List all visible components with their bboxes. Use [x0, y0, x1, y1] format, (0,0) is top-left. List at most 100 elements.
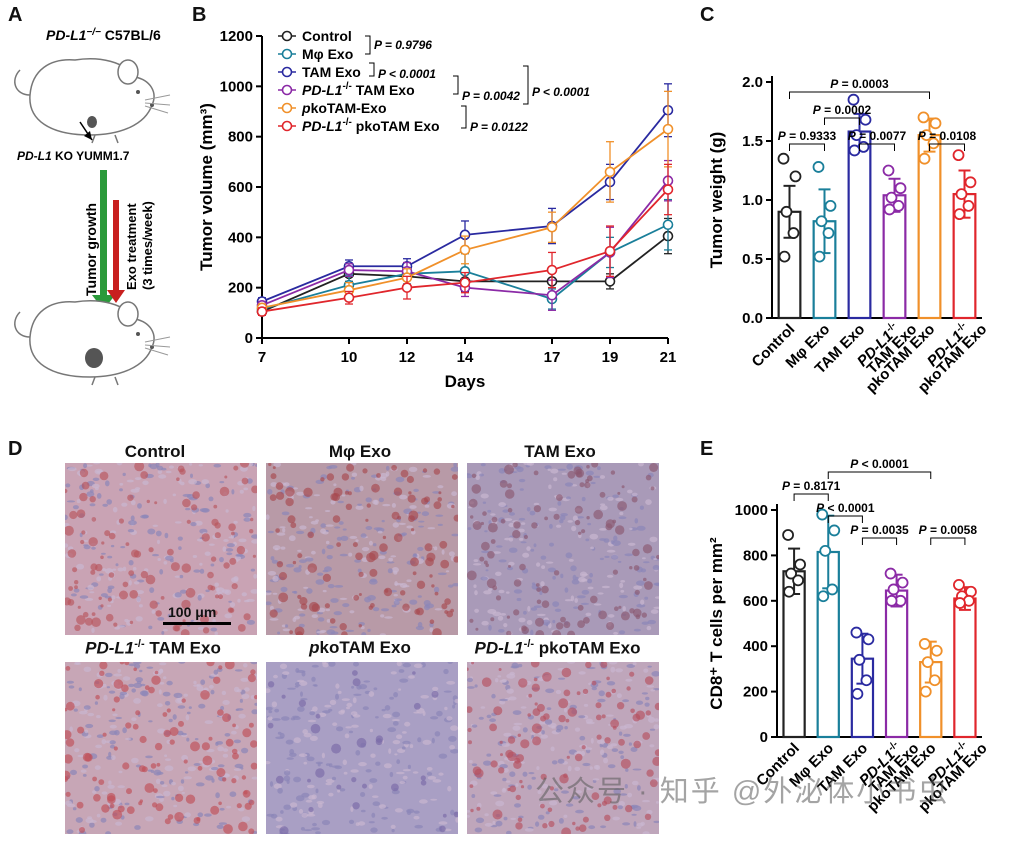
- nucleus: [293, 567, 302, 573]
- nucleus: [446, 716, 453, 721]
- stained-cell: [540, 803, 545, 809]
- stained-cell: [146, 499, 150, 504]
- nucleus: [622, 699, 630, 703]
- nucleus: [119, 482, 124, 486]
- nucleus: [309, 735, 318, 741]
- nucleus: [306, 756, 315, 762]
- nucleus: [414, 824, 423, 829]
- nucleus: [163, 629, 168, 632]
- data-point: [794, 558, 806, 571]
- stained-cell: [295, 631, 303, 635]
- nucleus: [598, 690, 605, 697]
- nucleus: [148, 625, 153, 630]
- nucleus: [653, 582, 659, 586]
- nucleus: [480, 706, 486, 709]
- nucleus: [210, 563, 215, 567]
- nucleus: [407, 764, 411, 769]
- stained-cell: [535, 583, 540, 587]
- stained-cell: [567, 707, 577, 717]
- nucleus: [94, 786, 100, 792]
- nucleus: [238, 713, 246, 719]
- stained-cell: [107, 795, 116, 804]
- nucleus: [365, 497, 372, 503]
- stained-cell: [649, 779, 658, 788]
- stained-cell: [278, 572, 288, 581]
- nucleus: [163, 790, 171, 797]
- nucleus: [297, 706, 305, 712]
- nucleus: [622, 822, 631, 826]
- nucleus: [325, 540, 330, 545]
- stained-cell: [641, 612, 647, 618]
- nucleus: [336, 726, 344, 732]
- nucleus: [467, 473, 471, 476]
- nucleus: [326, 629, 336, 635]
- stained-cell: [65, 738, 75, 747]
- nucleus: [79, 595, 89, 599]
- nucleus: [409, 505, 417, 509]
- nucleus: [412, 553, 418, 558]
- stained-cell: [128, 570, 135, 576]
- stained-cell: [610, 719, 619, 728]
- nucleus: [107, 604, 112, 607]
- significance-bracket: P < 0.0001: [816, 501, 875, 523]
- nucleus: [362, 706, 369, 711]
- stained-cell: [591, 792, 600, 800]
- nucleus: [548, 484, 552, 490]
- nucleus: [483, 590, 492, 595]
- nucleus: [597, 698, 606, 703]
- stained-cell: [252, 554, 256, 558]
- stained-cell: [567, 470, 576, 479]
- nucleus: [475, 817, 485, 824]
- nucleus: [375, 761, 381, 766]
- nucleus: [356, 684, 362, 690]
- nucleus: [192, 555, 198, 558]
- nucleus: [554, 788, 559, 792]
- y-tick-label: 600: [228, 179, 253, 196]
- stained-cell: [467, 706, 473, 713]
- tumor-growth-label: Tumor growth: [83, 203, 99, 296]
- nucleus: [325, 608, 331, 612]
- nucleus: [627, 489, 633, 494]
- nucleus: [100, 593, 108, 598]
- nucleus: [157, 703, 163, 708]
- nucleus: [340, 535, 349, 541]
- nucleus: [321, 819, 331, 826]
- stained-cell: [241, 477, 249, 485]
- nucleus: [513, 589, 523, 594]
- stained-cell: [278, 592, 289, 603]
- data-point: [921, 656, 934, 668]
- nucleus: [114, 626, 120, 630]
- nucleus: [413, 815, 420, 820]
- stained-cell: [100, 604, 104, 608]
- data-point: [918, 638, 931, 650]
- nucleus: [326, 544, 334, 550]
- nucleus: [348, 730, 354, 734]
- stained-cell: [287, 515, 296, 524]
- stained-cell: [148, 547, 154, 553]
- nucleus: [523, 610, 527, 615]
- stained-cell: [76, 615, 86, 625]
- nucleus: [585, 786, 594, 791]
- nucleus: [157, 728, 166, 734]
- nucleus: [433, 586, 440, 593]
- nucleus: [84, 729, 89, 734]
- nucleus: [426, 772, 433, 776]
- nucleus: [527, 605, 531, 612]
- nucleus: [536, 766, 540, 771]
- stained-cell: [297, 553, 303, 559]
- stained-cell: [437, 497, 442, 502]
- nucleus: [384, 705, 391, 711]
- data-point: [819, 544, 832, 557]
- nucleus: [437, 523, 443, 526]
- stained-cell: [99, 662, 108, 670]
- nucleus: [87, 712, 95, 717]
- stained-cell: [156, 762, 161, 767]
- nucleus: [282, 671, 290, 675]
- nucleus: [402, 662, 411, 668]
- stained-cell: [382, 535, 387, 540]
- nucleus: [372, 543, 377, 547]
- nucleus: [142, 514, 149, 519]
- nucleus: [385, 465, 390, 471]
- nucleus: [206, 748, 215, 753]
- nucleus: [85, 817, 94, 824]
